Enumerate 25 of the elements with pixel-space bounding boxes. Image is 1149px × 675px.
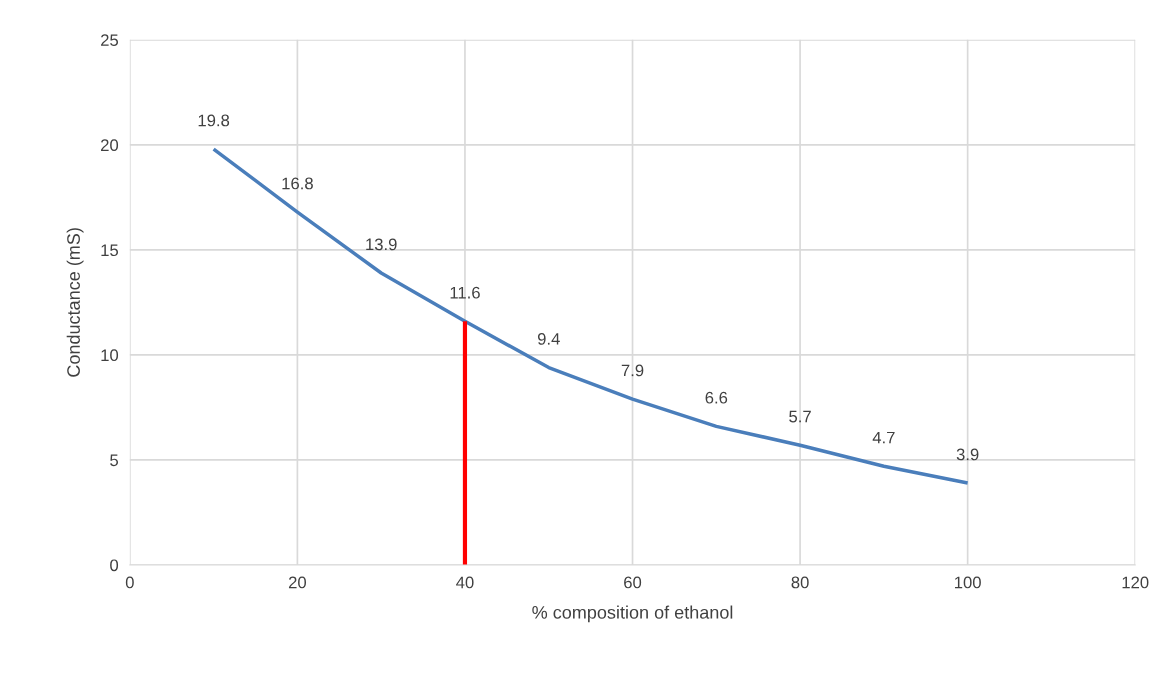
data-label: 16.8 xyxy=(282,177,313,190)
data-label: 19.8 xyxy=(198,114,230,127)
x-tick-label: 60 xyxy=(624,576,642,589)
data-label: 7.9 xyxy=(621,364,644,377)
x-tick-label: 40 xyxy=(456,576,474,589)
data-label: 4.7 xyxy=(872,431,895,444)
x-axis-title: % composition of ethanol xyxy=(532,605,733,623)
x-tick-label: 80 xyxy=(791,576,809,589)
y-tick-label: 25 xyxy=(101,34,119,47)
data-label: 13.9 xyxy=(366,238,397,251)
data-label: 9.4 xyxy=(537,332,560,345)
x-tick-label: 20 xyxy=(288,576,307,589)
x-tick-label: 0 xyxy=(125,576,134,589)
y-tick-label: 20 xyxy=(101,139,119,152)
y-tick-label: 0 xyxy=(110,559,119,572)
data-label: 6.6 xyxy=(705,391,728,404)
data-label: 5.7 xyxy=(789,410,811,423)
x-tick-label: 100 xyxy=(955,576,981,589)
x-tick-label: 120 xyxy=(1122,576,1149,589)
y-tick-label: 10 xyxy=(101,349,119,362)
y-tick-label: 15 xyxy=(101,244,119,257)
data-label: 3.9 xyxy=(956,448,979,461)
y-axis-title: Conductance (mS) xyxy=(66,228,84,377)
y-tick-label: 5 xyxy=(110,454,119,467)
data-label: 11.6 xyxy=(450,286,480,299)
